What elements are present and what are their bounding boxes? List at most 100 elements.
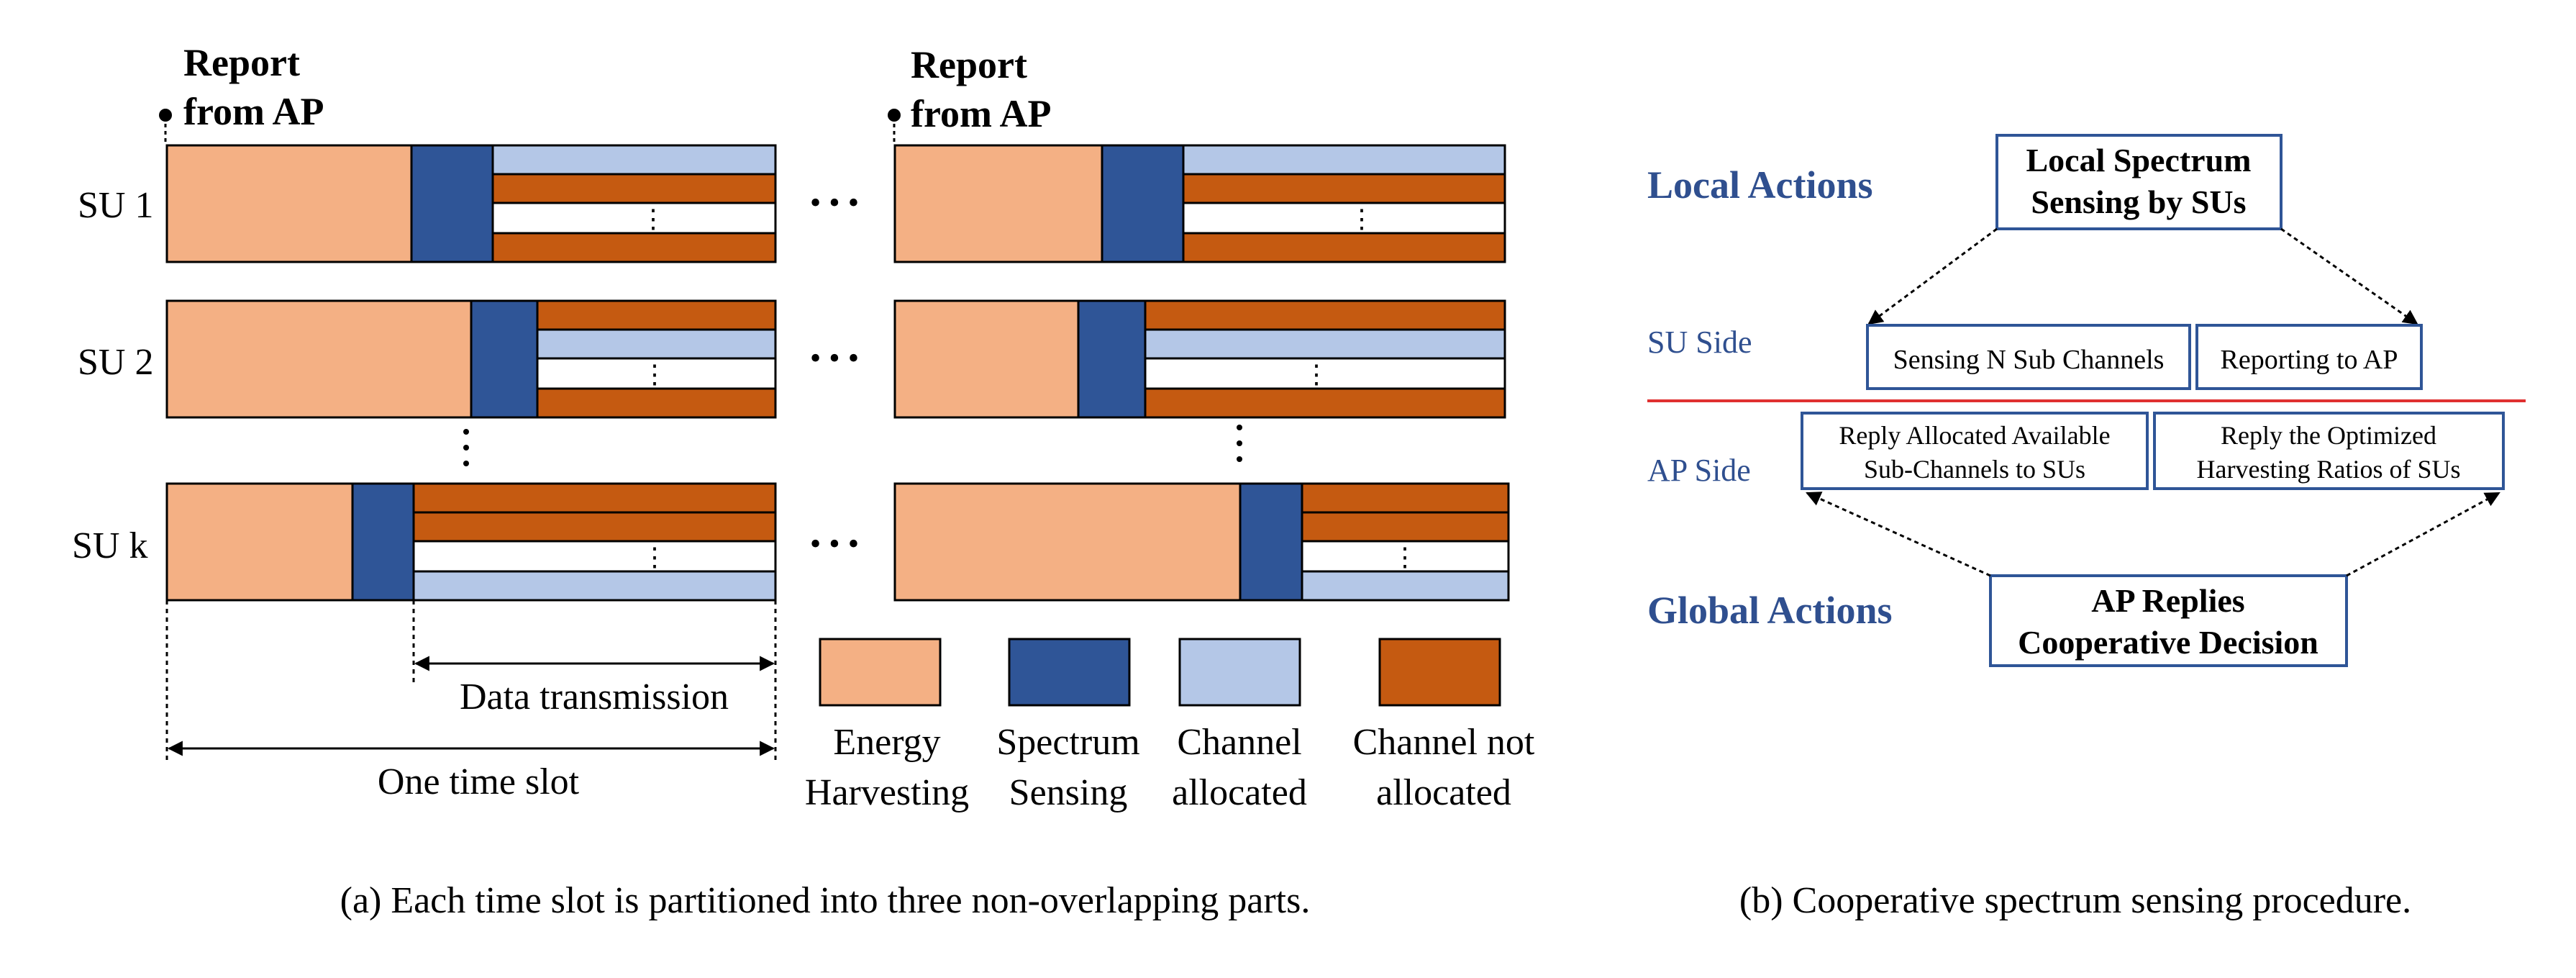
legend-label: Channel not — [1353, 722, 1535, 763]
su-side-label: SU Side — [1647, 325, 1752, 360]
channel-not-allocated-block — [412, 511, 777, 543]
local-spectrum-box: Local Spectrum Sensing by SUs — [1995, 134, 2283, 230]
sensing-box: Sensing N Sub Channels — [1866, 324, 2191, 390]
ellipsis: • • • — [810, 340, 859, 376]
suk-slot-left: ⋮ — [165, 482, 777, 602]
energy-harvesting-block — [893, 299, 1080, 419]
spectrum-sensing-block — [1239, 482, 1303, 602]
vdots: ⋮ — [1349, 204, 1375, 233]
ellipsis: • • • — [810, 185, 859, 220]
report-label-line1: Report — [911, 43, 1027, 86]
cooperative-sensing-diagram: Local Actions SU Side AP Side Global Act… — [1647, 134, 2526, 921]
reply-allocated-line1: Reply Allocated Available — [1839, 421, 2110, 450]
ellipsis: • • • — [810, 526, 859, 561]
channel-not-allocated-block — [1182, 232, 1506, 263]
spectrum-sensing-block — [1101, 144, 1185, 263]
channel-allocated-block — [1301, 570, 1510, 602]
channel-empty-block — [1144, 357, 1506, 390]
vdots: ⋮ — [1303, 360, 1329, 389]
channel-not-allocated-block — [1182, 173, 1506, 204]
vdots: ⋮ — [1392, 543, 1418, 571]
spectrum-sensing-block — [470, 299, 539, 419]
su-label: SU k — [72, 525, 147, 566]
one-time-slot-dimension: One time slot — [165, 600, 775, 802]
su-label: SU 2 — [78, 342, 153, 383]
channel-not-allocated-block — [1301, 482, 1510, 514]
legend-label: Energy — [833, 722, 940, 763]
report-marker-left: Report from AP — [159, 41, 324, 144]
channel-allocated-block — [1144, 328, 1506, 360]
reply-allocated-box: Reply Allocated Available Sub-Channels t… — [1801, 412, 2149, 490]
su1-slot-left: ⋮ — [165, 144, 777, 263]
channel-not-allocated-block — [536, 299, 777, 331]
data-transmission-dimension: Data transmission — [412, 600, 777, 763]
legend-swatch-not-allocated — [1378, 638, 1501, 707]
energy-harvesting-block — [165, 299, 473, 419]
channel-empty-block — [536, 357, 777, 390]
energy-harvesting-block — [893, 144, 1103, 263]
spectrum-sensing-block — [410, 144, 494, 263]
legend-label: Spectrum — [996, 722, 1139, 763]
su1-slot-right: ⋮ — [893, 144, 1506, 263]
arrow-to-reporting — [2280, 227, 2418, 325]
legend-swatch-energy — [819, 638, 942, 707]
one-time-slot-label: One time slot — [378, 761, 580, 802]
reporting-box-label: Reporting to AP — [2220, 345, 2398, 375]
channel-not-allocated-block — [1301, 511, 1510, 543]
energy-harvesting-block — [893, 482, 1242, 602]
legend-swatch-sensing — [1008, 638, 1131, 707]
channel-not-allocated-block — [1144, 299, 1506, 331]
report-marker-right: Report from AP — [888, 43, 1051, 144]
arrow-to-reply-allocated — [1806, 492, 1991, 577]
legend-label: Channel — [1177, 722, 1301, 763]
global-actions-label: Global Actions — [1647, 589, 1893, 632]
legend-label: allocated — [1376, 772, 1511, 813]
legend: Energy Harvesting Spectrum Sensing Chann… — [805, 638, 1535, 813]
vdots: ⋮ — [642, 360, 668, 389]
caption-a: (a) Each time slot is partitioned into t… — [340, 880, 1311, 921]
ap-side-label: AP Side — [1647, 453, 1751, 488]
channel-not-allocated-block — [491, 173, 777, 204]
legend-swatch-allocated — [1178, 638, 1301, 707]
su-label: SU 1 — [78, 185, 153, 226]
report-label-line2: from AP — [911, 92, 1051, 135]
su2-slot-right: ⋮ — [893, 299, 1506, 419]
local-actions-label: Local Actions — [1647, 163, 1873, 207]
legend-label: allocated — [1172, 772, 1307, 813]
energy-harvesting-block — [165, 482, 354, 602]
legend-label: Harvesting — [805, 772, 969, 813]
channel-allocated-block — [412, 570, 777, 602]
local-box-line1: Local Spectrum — [2026, 142, 2251, 178]
arrow-to-sensing — [1867, 227, 1998, 325]
vdots: ⋮ — [642, 543, 668, 571]
reply-allocated-line2: Sub-Channels to SUs — [1864, 455, 2085, 484]
reporting-box: Reporting to AP — [2195, 324, 2423, 390]
su2-slot-left: ⋮ — [165, 299, 777, 419]
channel-empty-block — [412, 540, 777, 573]
local-box-line2: Sensing by SUs — [2031, 184, 2246, 220]
row-vdots — [463, 425, 1242, 466]
sensing-box-label: Sensing N Sub Channels — [1893, 345, 2165, 375]
report-label-line1: Report — [183, 41, 300, 84]
suk-slot-right: ⋮ — [893, 482, 1510, 602]
channel-not-allocated-block — [1144, 387, 1506, 419]
report-label-line2: from AP — [183, 90, 324, 133]
legend-label: Sensing — [1009, 772, 1128, 813]
channel-allocated-block — [536, 328, 777, 360]
channel-allocated-block — [1182, 144, 1506, 176]
reply-optimized-box: Reply the Optimized Harvesting Ratios of… — [2153, 412, 2505, 490]
data-transmission-label: Data transmission — [460, 676, 729, 717]
reply-optimized-line1: Reply the Optimized — [2221, 421, 2436, 450]
vdots: ⋮ — [640, 204, 666, 233]
channel-empty-block — [491, 202, 777, 235]
spectrum-sensing-block — [1077, 299, 1147, 419]
global-box-line2: Cooperative Decision — [2018, 624, 2318, 661]
global-decision-box: AP Replies Cooperative Decision — [1989, 574, 2348, 667]
global-box-line1: AP Replies — [2091, 582, 2244, 619]
spectrum-sensing-block — [351, 482, 415, 602]
channel-not-allocated-block — [491, 232, 777, 263]
time-slot-diagram: Report from AP Report from AP SU 1 SU 2 … — [72, 41, 1535, 921]
channel-allocated-block — [491, 144, 777, 176]
channel-not-allocated-block — [412, 482, 777, 514]
